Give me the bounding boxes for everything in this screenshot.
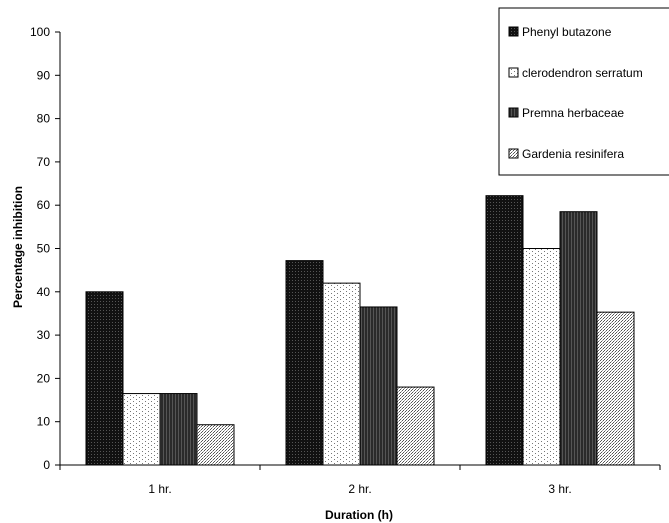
legend-box (498, 7, 669, 176)
legend-label: clerodendron serratum (522, 66, 643, 80)
legend-swatch (508, 67, 519, 78)
x-tick-label: 2 hr. (348, 482, 371, 496)
legend-swatch (508, 26, 519, 37)
y-tick-label: 90 (37, 68, 51, 82)
bar (322, 282, 361, 466)
y-tick-label: 50 (37, 242, 51, 256)
y-axis-title: Percentage inhibition (11, 186, 25, 308)
bar (159, 393, 198, 466)
y-tick-label: 100 (30, 25, 50, 39)
bar (485, 195, 524, 466)
x-tick-label: 1 hr. (148, 482, 171, 496)
y-tick-label: 10 (37, 415, 51, 429)
bar (122, 393, 161, 466)
bar (196, 424, 235, 466)
bar (396, 386, 435, 466)
x-axis-title: Duration (h) (325, 508, 393, 522)
bar-series-group (85, 195, 635, 466)
legend-swatch (508, 148, 519, 159)
y-tick-label: 30 (37, 328, 51, 342)
y-tick-label: 60 (37, 198, 51, 212)
legend-label: Gardenia resinifera (522, 147, 624, 161)
bar (85, 291, 124, 466)
bar (559, 211, 598, 466)
y-tick-label: 20 (37, 371, 51, 385)
legend-label: Premna herbaceae (522, 106, 624, 120)
y-axis-ticks: 0 10 20 30 40 50 60 70 80 90 100 (30, 25, 60, 472)
y-tick-label: 80 (37, 112, 51, 126)
bar (285, 260, 324, 466)
bar (359, 306, 398, 466)
legend-label: Phenyl butazone (522, 25, 612, 39)
legend-swatch (508, 107, 519, 118)
x-axis-ticks: 1 hr. 2 hr. 3 hr. (59, 465, 661, 496)
y-tick-label: 70 (37, 155, 51, 169)
y-tick-label: 0 (43, 458, 50, 472)
x-tick-label: 3 hr. (548, 482, 571, 496)
bar (522, 248, 561, 466)
bar (596, 311, 635, 466)
legend: Phenyl butazone clerodendron serratum Prem… (498, 7, 669, 176)
y-tick-label: 40 (37, 285, 51, 299)
